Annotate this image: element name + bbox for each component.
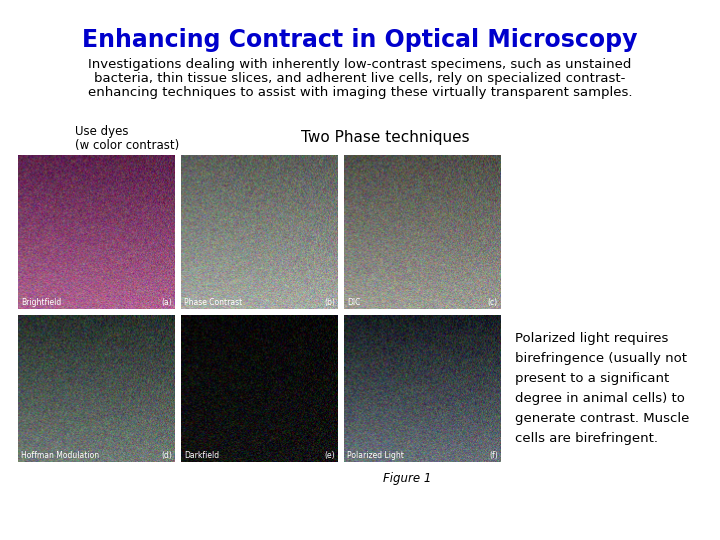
Text: (w color contrast): (w color contrast) bbox=[75, 139, 179, 152]
Text: DIC: DIC bbox=[347, 298, 361, 307]
Text: Hoffman Modulation: Hoffman Modulation bbox=[21, 451, 99, 460]
Text: Use dyes: Use dyes bbox=[75, 125, 128, 138]
Text: Darkfield: Darkfield bbox=[184, 451, 219, 460]
Text: Phase Contrast: Phase Contrast bbox=[184, 298, 242, 307]
Text: (f): (f) bbox=[490, 451, 498, 460]
Text: bacteria, thin tissue slices, and adherent live cells, rely on specialized contr: bacteria, thin tissue slices, and adhere… bbox=[94, 72, 626, 85]
Text: Polarized light requires
birefringence (usually not
present to a significant
deg: Polarized light requires birefringence (… bbox=[515, 332, 689, 445]
Text: Polarized Light: Polarized Light bbox=[347, 451, 404, 460]
Text: (d): (d) bbox=[161, 451, 172, 460]
Text: Two Phase techniques: Two Phase techniques bbox=[301, 130, 469, 145]
Text: enhancing techniques to assist with imaging these virtually transparent samples.: enhancing techniques to assist with imag… bbox=[88, 86, 632, 99]
Text: (a): (a) bbox=[161, 298, 172, 307]
Text: Enhancing Contract in Optical Microscopy: Enhancing Contract in Optical Microscopy bbox=[82, 28, 638, 52]
Text: Investigations dealing with inherently low-contrast specimens, such as unstained: Investigations dealing with inherently l… bbox=[89, 58, 631, 71]
Text: Brightfield: Brightfield bbox=[21, 298, 61, 307]
Text: (e): (e) bbox=[325, 451, 335, 460]
Text: (c): (c) bbox=[488, 298, 498, 307]
Text: (b): (b) bbox=[324, 298, 335, 307]
Text: Figure 1: Figure 1 bbox=[383, 472, 431, 485]
